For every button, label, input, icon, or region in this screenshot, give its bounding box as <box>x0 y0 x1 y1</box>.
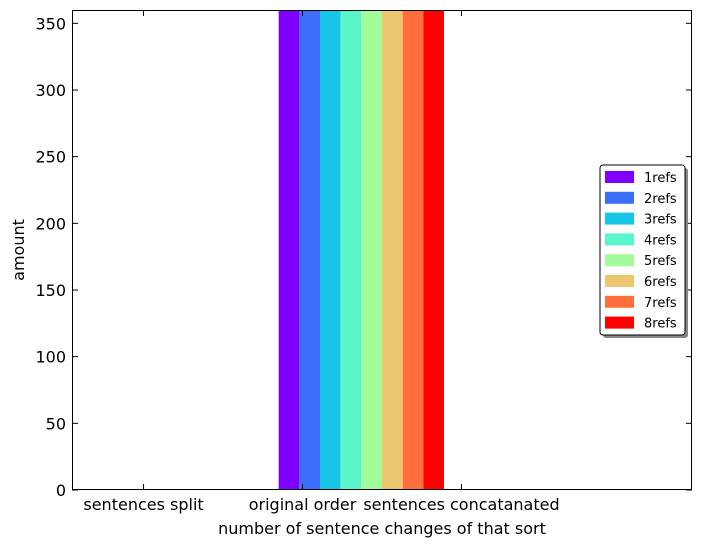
legend-swatch-6refs <box>605 275 634 287</box>
legend-label: 7refs <box>644 296 677 311</box>
legend-label: 4refs <box>644 233 677 248</box>
x-tick-label: sentences split <box>83 495 203 514</box>
legend-swatch-4refs <box>605 233 634 246</box>
bar-8refs-1 <box>423 10 444 490</box>
bar-1refs-1 <box>278 10 300 490</box>
y-tick-label: 50 <box>46 414 66 433</box>
legend-swatch-8refs <box>605 316 634 329</box>
legend: 1refs 2refs 3refs 4refs 5refs 6refs 7refs 8refs <box>599 164 688 338</box>
legend-swatch-7refs <box>605 295 634 308</box>
bar-3refs-1 <box>320 10 341 490</box>
x-axis-label: number of sentence changes of that sort <box>218 519 546 538</box>
plot-frame <box>72 10 692 490</box>
y-tick-label: 250 <box>35 148 66 167</box>
bar-6refs-1 <box>382 10 403 490</box>
legend-box <box>599 164 686 336</box>
y-tick-label: 300 <box>35 81 66 100</box>
y-tick-label: 200 <box>35 214 66 233</box>
x-axis: sentences split original order sentences c… <box>83 10 560 514</box>
bar-4refs-1 <box>340 10 362 490</box>
bar-2refs-1 <box>299 10 320 490</box>
y-tick-label: 0 <box>56 481 66 500</box>
legend-label: 6refs <box>644 275 677 290</box>
y-tick-label: 150 <box>35 281 66 300</box>
y-tick-label: 350 <box>35 14 66 33</box>
x-tick-label: sentences concatanated <box>363 495 559 514</box>
legend-label: 8refs <box>644 317 677 332</box>
bars-layer <box>278 10 444 490</box>
bar-5refs-1 <box>361 10 382 490</box>
legend-label: 3refs <box>644 213 677 228</box>
y-tick-label: 100 <box>35 348 66 367</box>
legend-label: 2refs <box>644 192 677 207</box>
legend-label: 1refs <box>644 171 677 186</box>
legend-swatch-5refs <box>605 254 634 267</box>
legend-swatch-1refs <box>605 171 634 183</box>
y-axis-label: amount <box>9 219 28 281</box>
x-tick-label: original order <box>249 495 357 514</box>
legend-label: 5refs <box>644 254 677 269</box>
legend-swatch-2refs <box>605 191 634 204</box>
legend-swatch-3refs <box>605 212 634 225</box>
y-axis: 0 50 100 150 200 250 300 350 <box>35 14 692 500</box>
bar-7refs-1 <box>402 10 424 490</box>
